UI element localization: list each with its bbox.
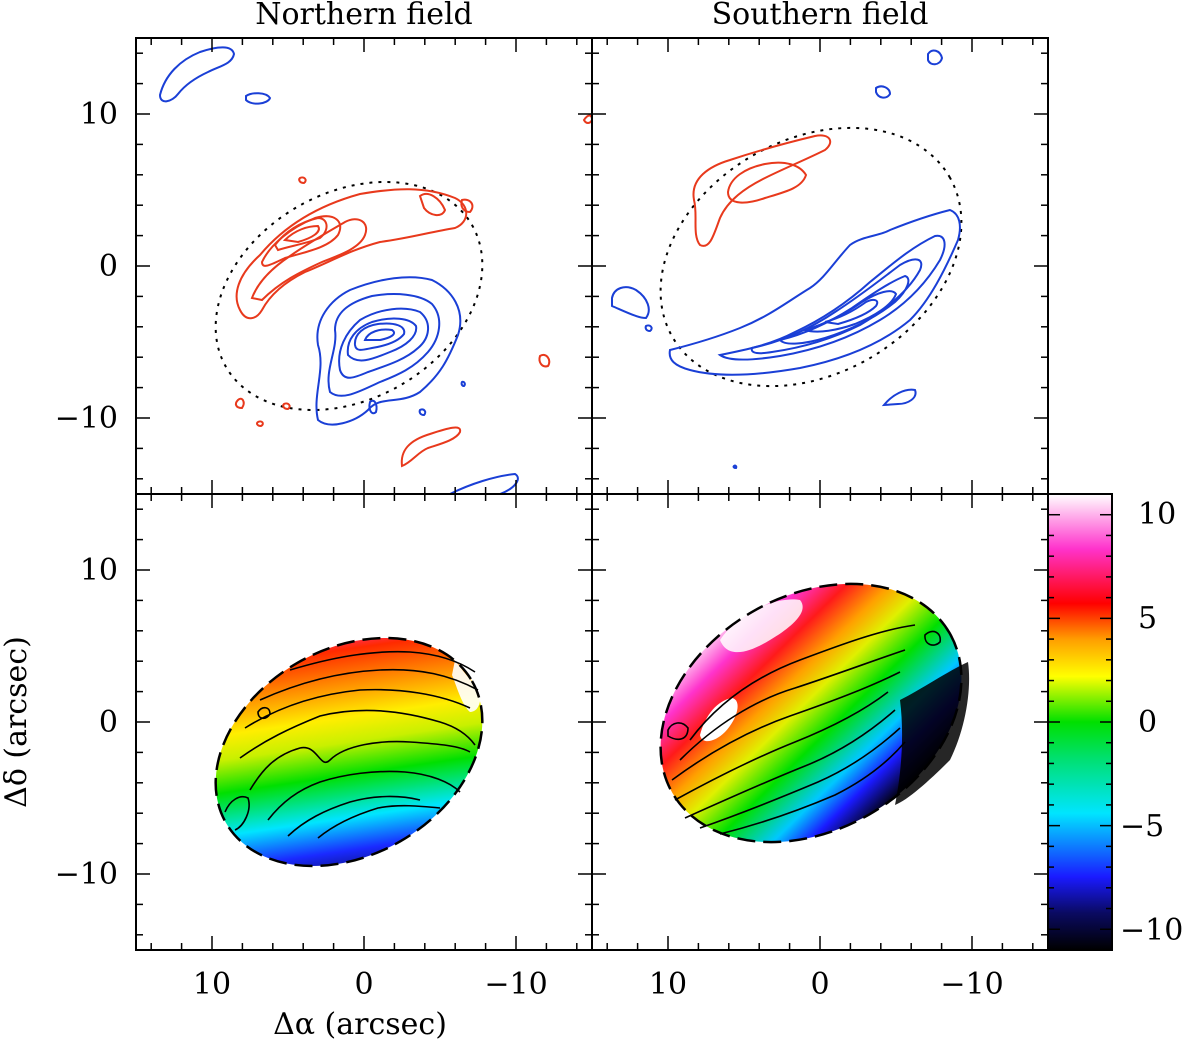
colorbar-label-minus10: −10 [1120, 913, 1183, 948]
colorbar-label-0: 0 [1138, 705, 1157, 740]
colorbar-label-10: 10 [1138, 497, 1176, 532]
xtick-label-right-10: 10 [649, 967, 687, 1002]
ytick-label-bottom-minus10: −10 [55, 857, 118, 892]
ytick-label-top-10: 10 [80, 97, 118, 132]
velocity-contours-south [667, 624, 942, 835]
velocity-field-north [215, 637, 483, 867]
redshifted-contours-south [692, 134, 832, 247]
y-axis-label: Δδ (arcsec) [0, 636, 34, 808]
ytick-label-top-0: 0 [99, 249, 118, 284]
panel-south-contours [611, 49, 963, 470]
ytick-label-top-minus10: −10 [55, 401, 118, 436]
redshifted-contours-north [234, 114, 592, 468]
blueshifted-contours-north [158, 46, 519, 494]
xtick-label-left-10: 10 [193, 967, 231, 1002]
title-northern: Northern field [255, 0, 473, 32]
colorbar-ticks [1048, 513, 1112, 931]
title-southern: Southern field [712, 0, 929, 32]
colorbar-label-5: 5 [1138, 601, 1157, 636]
axis-ticks [136, 38, 1048, 950]
frame-top-right [591, 37, 1049, 495]
field-boundary-south-top [659, 126, 963, 388]
blueshifted-contours-south [611, 49, 961, 470]
frame-top-left [135, 37, 593, 495]
x-axis-label: Δα (arcsec) [273, 1007, 447, 1042]
panel-south-velocity [659, 582, 970, 844]
xtick-label-right-minus10: −10 [940, 967, 1003, 1002]
panel-north-velocity [214, 636, 484, 868]
xtick-label-left-minus10: −10 [484, 967, 547, 1002]
white-patch-south-1 [700, 698, 738, 742]
field-boundary-north-top [214, 180, 484, 412]
xtick-label-right-0: 0 [810, 967, 829, 1002]
black-patch-south [895, 662, 970, 805]
white-patch-north [452, 660, 481, 712]
panel-north-contours [158, 46, 592, 494]
velocity-contours-north [224, 650, 479, 839]
xtick-label-left-0: 0 [354, 967, 373, 1002]
colorbar-label-minus5: −5 [1120, 809, 1164, 844]
white-patch-south-2 [720, 599, 803, 653]
ytick-label-bottom-0: 0 [99, 705, 118, 740]
ytick-label-bottom-10: 10 [80, 553, 118, 588]
